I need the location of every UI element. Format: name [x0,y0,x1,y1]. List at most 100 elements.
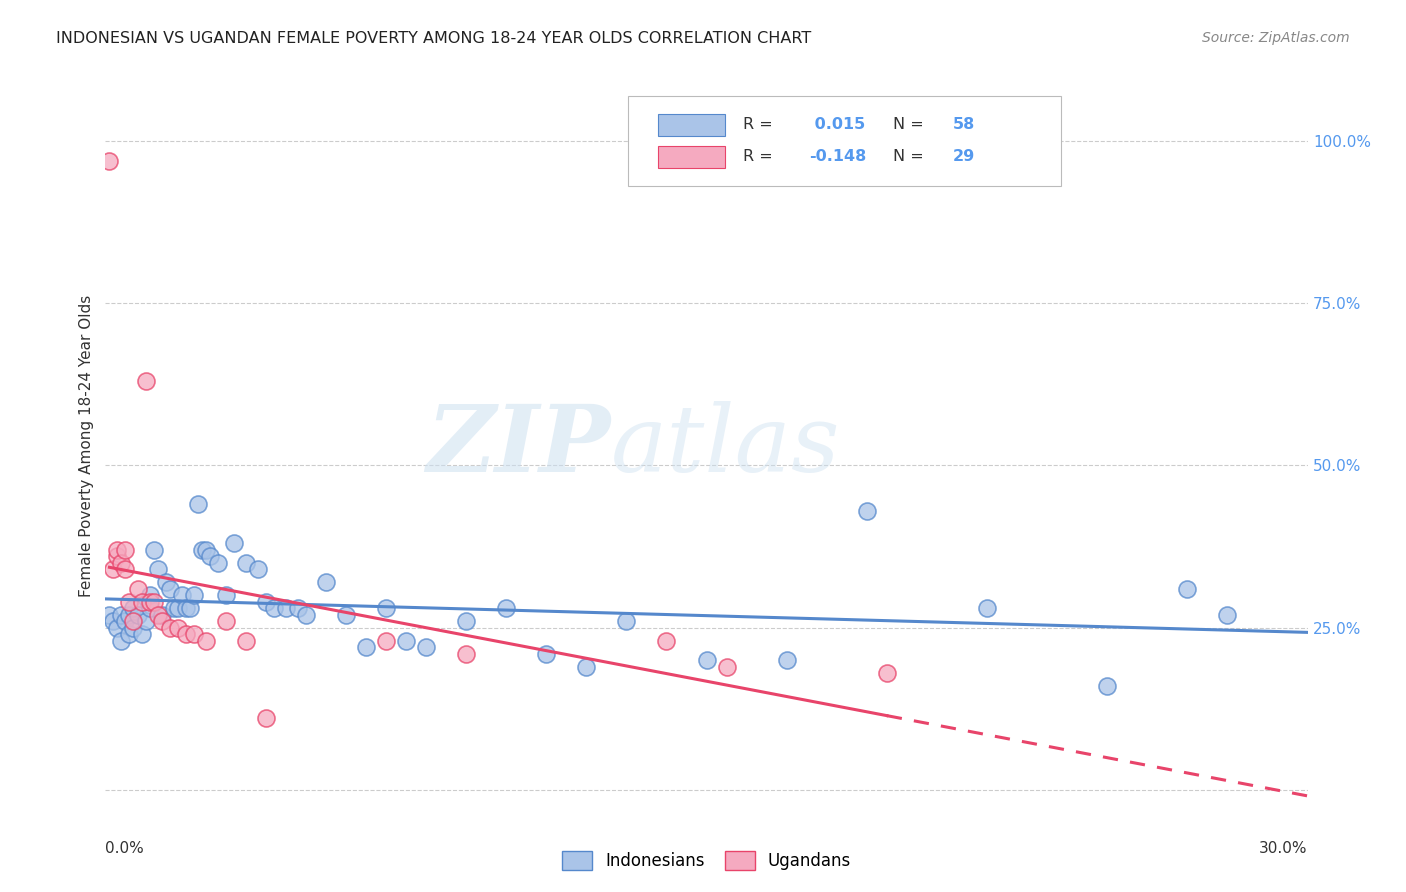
Point [122,621,145,635]
Point [274,601,297,615]
Point [122,614,145,628]
Point [174,601,197,615]
Text: N =: N = [893,150,929,164]
Y-axis label: Female Poverty Among 18-24 Year Olds: Female Poverty Among 18-24 Year Olds [79,295,94,597]
Point [110,556,132,570]
Point [118,595,141,609]
Point [855,504,877,518]
Point [183,588,205,602]
Point [616,614,638,628]
Point [876,666,898,681]
Point [131,595,153,609]
Point [374,633,398,648]
Point [194,633,217,648]
Point [315,575,337,590]
Point [159,582,181,596]
Text: atlas: atlas [610,401,839,491]
Point [114,542,136,557]
Point [207,556,229,570]
Point [454,647,477,661]
Point [254,595,277,609]
Point [655,633,678,648]
Point [127,582,149,596]
Point [159,621,181,635]
Text: INDONESIAN VS UGANDAN FEMALE POVERTY AMONG 18-24 YEAR OLDS CORRELATION CHART: INDONESIAN VS UGANDAN FEMALE POVERTY AMO… [56,31,811,46]
Point [1216,607,1239,622]
Point [287,601,309,615]
Point [135,374,157,388]
Point [174,627,197,641]
Point [295,607,318,622]
Point [214,614,236,628]
Point [150,614,173,628]
Point [110,633,132,648]
Point [114,562,136,576]
Point [138,595,160,609]
Point [374,601,398,615]
Point [166,601,188,615]
Point [194,542,217,557]
Text: ZIP: ZIP [426,401,610,491]
Legend: Indonesians, Ugandans: Indonesians, Ugandans [555,844,858,877]
Text: Source: ZipAtlas.com: Source: ZipAtlas.com [1202,31,1350,45]
Point [122,601,145,615]
Point [183,627,205,641]
Point [127,607,149,622]
Point [190,542,212,557]
Point [1177,582,1199,596]
Point [198,549,221,564]
Point [138,588,160,602]
Text: 0.015: 0.015 [808,118,865,132]
Point [98,153,121,168]
Point [131,627,153,641]
Point [263,601,285,615]
Point [415,640,437,654]
Point [107,542,129,557]
Point [138,601,160,615]
Point [214,588,236,602]
Text: R =: R = [742,150,778,164]
Point [170,588,193,602]
Bar [658,146,724,168]
Point [118,627,141,641]
Point [976,601,998,615]
Text: 58: 58 [953,118,976,132]
Point [454,614,477,628]
Point [187,497,209,511]
Point [1097,679,1119,693]
Point [254,711,277,725]
Point [354,640,377,654]
Point [142,595,165,609]
Point [222,536,245,550]
Point [235,556,257,570]
Bar [658,114,724,136]
Point [776,653,799,667]
Point [716,659,738,673]
Point [107,549,129,564]
Point [110,607,132,622]
Point [534,647,557,661]
FancyBboxPatch shape [628,96,1062,186]
Text: -0.148: -0.148 [808,150,866,164]
Point [103,562,125,576]
Point [235,633,257,648]
Point [155,575,177,590]
Point [142,542,165,557]
Point [395,633,418,648]
Text: 30.0%: 30.0% [1260,841,1308,855]
Point [107,621,129,635]
Point [146,562,169,576]
Point [103,614,125,628]
Point [150,607,173,622]
Point [166,621,188,635]
Point [696,653,718,667]
Text: 29: 29 [953,150,976,164]
Point [162,601,184,615]
Point [575,659,598,673]
Point [179,601,201,615]
Point [98,607,121,622]
Text: 0.0%: 0.0% [105,841,145,855]
Point [114,614,136,628]
Text: R =: R = [742,118,778,132]
Point [495,601,517,615]
